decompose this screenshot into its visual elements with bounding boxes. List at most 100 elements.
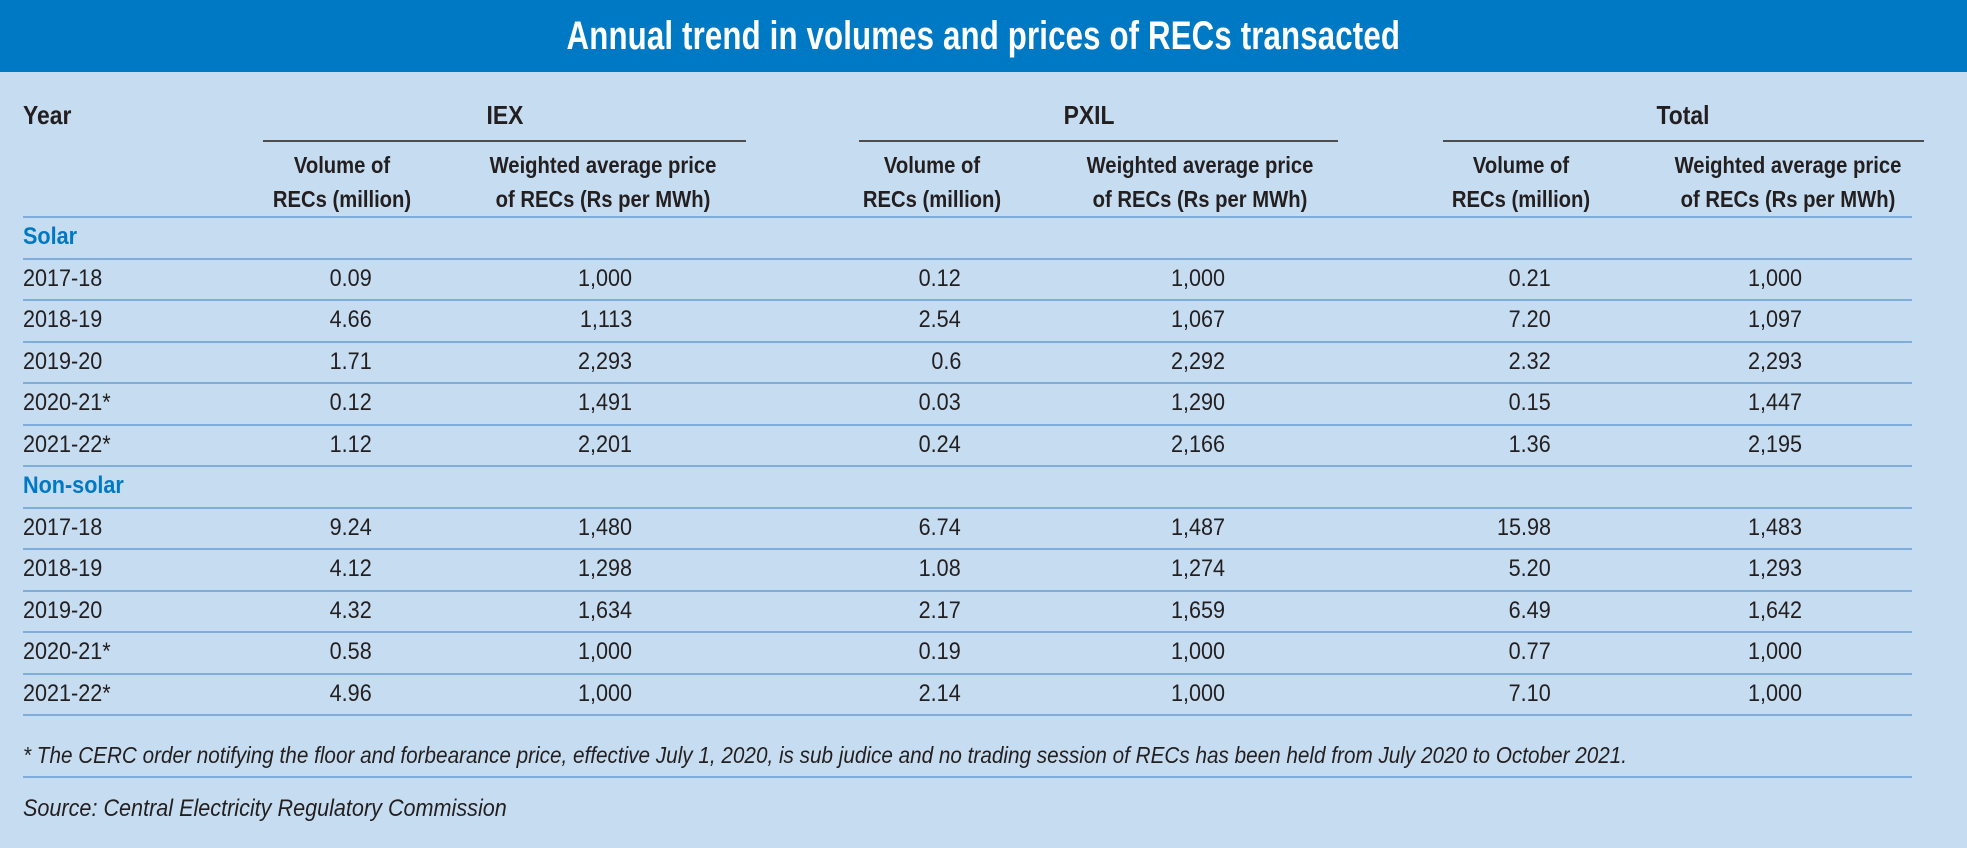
group-divider-pxil bbox=[859, 140, 1338, 142]
cell-total-vol: 1.36 bbox=[1508, 431, 1551, 458]
cell-pxil-vol: 2.17 bbox=[918, 597, 961, 624]
subheader-line: Weighted average price bbox=[489, 152, 717, 178]
cell-iex-price: 1,113 bbox=[579, 306, 632, 333]
cell-total-vol: 0.77 bbox=[1508, 638, 1551, 665]
subheader-line: Weighted average price bbox=[1674, 152, 1902, 178]
cell-year: 2018-19 bbox=[23, 555, 103, 582]
cell-iex-vol: 1.71 bbox=[329, 348, 372, 375]
cell-total-price: 1,000 bbox=[1747, 680, 1802, 707]
cell-year: 2019-20 bbox=[23, 597, 103, 624]
cell-iex-price: 1,000 bbox=[577, 680, 632, 707]
row-rule bbox=[23, 465, 1912, 467]
cell-pxil-vol: 0.03 bbox=[918, 389, 961, 416]
subheader-line: Volume of bbox=[293, 152, 391, 178]
row-rule bbox=[23, 258, 1912, 260]
row-rule bbox=[23, 548, 1912, 550]
cell-iex-vol: 9.24 bbox=[329, 514, 372, 541]
cell-total-price: 1,000 bbox=[1747, 638, 1802, 665]
cell-iex-price: 1,634 bbox=[577, 597, 632, 624]
cell-pxil-price: 2,292 bbox=[1170, 348, 1225, 375]
source-note: Source: Central Electricity Regulatory C… bbox=[23, 795, 507, 822]
row-rule bbox=[23, 382, 1912, 384]
cell-iex-price: 2,293 bbox=[577, 348, 632, 375]
group-header-iex: IEX bbox=[486, 100, 524, 130]
row-rule bbox=[23, 341, 1912, 343]
cell-total-price: 1,447 bbox=[1747, 389, 1802, 416]
cell-iex-vol: 0.09 bbox=[329, 265, 372, 292]
cell-year: 2017-18 bbox=[23, 265, 103, 292]
subheader-line: Volume of bbox=[883, 152, 981, 178]
subheader-line: Volume of bbox=[1472, 152, 1570, 178]
cell-pxil-vol: 0.12 bbox=[918, 265, 961, 292]
cell-total-price: 1,293 bbox=[1747, 555, 1802, 582]
cell-pxil-price: 1,290 bbox=[1170, 389, 1225, 416]
section-label: Solar bbox=[23, 223, 78, 250]
cell-year: 2017-18 bbox=[23, 514, 103, 541]
cell-iex-price: 1,480 bbox=[577, 514, 632, 541]
subheader-iex-price: Weighted average price of RECs (Rs per M… bbox=[490, 148, 717, 216]
cell-iex-vol: 0.12 bbox=[329, 389, 372, 416]
cell-year: 2018-19 bbox=[23, 306, 103, 333]
subheader-total-price: Weighted average price of RECs (Rs per M… bbox=[1675, 148, 1902, 216]
group-header-total: Total bbox=[1656, 100, 1710, 130]
cell-total-price: 1,097 bbox=[1747, 306, 1802, 333]
subheader-line: of RECs (Rs per MWh) bbox=[1092, 186, 1308, 212]
title-bar: Annual trend in volumes and prices of RE… bbox=[0, 0, 1967, 72]
group-divider-total bbox=[1443, 140, 1924, 142]
row-rule bbox=[23, 299, 1912, 301]
subheader-line: RECs (million) bbox=[862, 186, 1002, 212]
cell-total-price: 1,483 bbox=[1747, 514, 1802, 541]
cell-total-price: 2,293 bbox=[1747, 348, 1802, 375]
cell-total-vol: 15.98 bbox=[1496, 514, 1551, 541]
cell-total-price: 2,195 bbox=[1747, 431, 1802, 458]
cell-pxil-price: 1,000 bbox=[1170, 680, 1225, 707]
cell-total-vol: 2.32 bbox=[1508, 348, 1551, 375]
cell-pxil-price: 1,000 bbox=[1170, 265, 1225, 292]
subheader-pxil-volume: Volume of RECs (million) bbox=[863, 148, 1001, 216]
cell-iex-vol: 0.58 bbox=[329, 638, 372, 665]
cell-total-vol: 0.15 bbox=[1508, 389, 1551, 416]
section-label: Non-solar bbox=[23, 472, 124, 499]
cell-year: 2020-21* bbox=[23, 638, 111, 665]
year-column-header: Year bbox=[23, 100, 72, 130]
cell-iex-vol: 4.12 bbox=[329, 555, 372, 582]
subheader-line: RECs (million) bbox=[1451, 186, 1591, 212]
cell-iex-vol: 1.12 bbox=[329, 431, 372, 458]
cell-iex-price: 1,491 bbox=[577, 389, 632, 416]
cell-iex-vol: 4.96 bbox=[329, 680, 372, 707]
cell-pxil-vol: 0.6 bbox=[930, 348, 961, 375]
group-header-pxil: PXIL bbox=[1063, 100, 1115, 130]
cell-year: 2019-20 bbox=[23, 348, 103, 375]
cell-pxil-vol: 0.24 bbox=[918, 431, 961, 458]
group-divider-iex bbox=[263, 140, 746, 142]
subheader-total-volume: Volume of RECs (million) bbox=[1452, 148, 1590, 216]
cell-pxil-price: 1,000 bbox=[1170, 638, 1225, 665]
cell-iex-price: 1,000 bbox=[577, 638, 632, 665]
row-rule bbox=[23, 507, 1912, 509]
cell-iex-price: 1,000 bbox=[577, 265, 632, 292]
cell-iex-vol: 4.66 bbox=[329, 306, 372, 333]
cell-pxil-vol: 2.54 bbox=[918, 306, 961, 333]
cell-year: 2020-21* bbox=[23, 389, 111, 416]
cell-total-price: 1,642 bbox=[1747, 597, 1802, 624]
cell-total-vol: 7.10 bbox=[1508, 680, 1551, 707]
row-rule bbox=[23, 714, 1912, 716]
cell-total-price: 1,000 bbox=[1747, 265, 1802, 292]
row-rule bbox=[23, 673, 1912, 675]
cell-pxil-vol: 6.74 bbox=[918, 514, 961, 541]
footnote-rule bbox=[23, 776, 1912, 778]
subheader-line: Weighted average price bbox=[1086, 152, 1314, 178]
cell-total-vol: 0.21 bbox=[1508, 265, 1551, 292]
cell-iex-vol: 4.32 bbox=[329, 597, 372, 624]
row-rule bbox=[23, 631, 1912, 633]
cell-iex-price: 1,298 bbox=[577, 555, 632, 582]
header-rule bbox=[23, 216, 1912, 218]
cell-pxil-price: 1,067 bbox=[1170, 306, 1225, 333]
footnote: * The CERC order notifying the floor and… bbox=[23, 742, 1628, 768]
cell-pxil-vol: 2.14 bbox=[918, 680, 961, 707]
subheader-line: of RECs (Rs per MWh) bbox=[495, 186, 711, 212]
cell-year: 2021-22* bbox=[23, 680, 111, 707]
subheader-iex-volume: Volume of RECs (million) bbox=[273, 148, 411, 216]
cell-pxil-price: 2,166 bbox=[1170, 431, 1225, 458]
subheader-line: of RECs (Rs per MWh) bbox=[1680, 186, 1896, 212]
